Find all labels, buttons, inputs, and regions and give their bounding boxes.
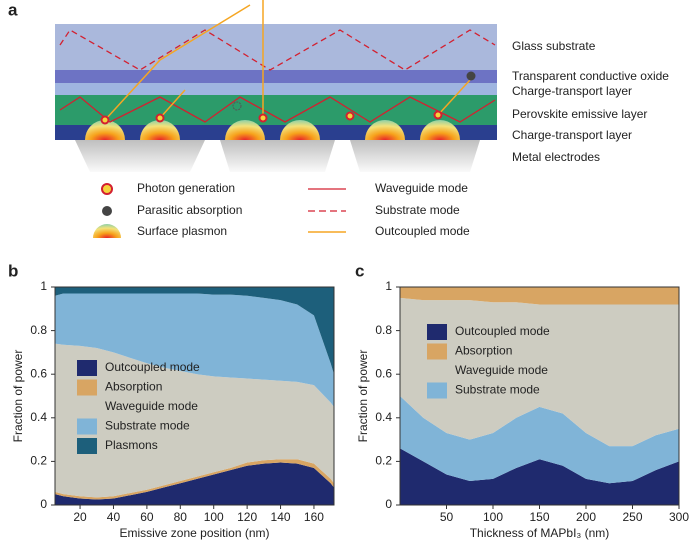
x-tick-label: 120: [237, 510, 257, 524]
legend-label: Absorption: [455, 344, 512, 358]
layer-label: Perovskite emissive layer: [512, 107, 647, 121]
legend-swatch: [77, 418, 97, 435]
legend-swatch: [77, 360, 97, 376]
absorber: [466, 71, 476, 81]
layer-label: Transparent conductive oxide: [512, 69, 669, 83]
electrodes: [75, 140, 480, 172]
legend-label: Outcoupled mode: [455, 324, 550, 338]
x-tick-label: 150: [529, 510, 549, 524]
legend-swatch: [427, 343, 447, 360]
ctl-layer: [55, 83, 497, 95]
area: [55, 343, 334, 498]
x-tick-label: 300: [669, 510, 689, 524]
panel-label: c: [355, 261, 364, 280]
x-tick-label: 50: [440, 510, 454, 524]
y-tick-label: 0.8: [375, 323, 392, 337]
legend-label: Outcoupled mode: [105, 360, 200, 374]
y-axis-label: Fraction of power: [356, 350, 370, 443]
legend-swatch: [427, 363, 447, 379]
device-diagram: [55, 0, 497, 172]
diagram-legend: Photon generation Parasitic absorption S…: [93, 181, 470, 238]
legend-text: Substrate mode: [375, 203, 460, 217]
tco-layer: [55, 70, 497, 83]
legend-label: Absorption: [105, 380, 162, 394]
legend-text: Parasitic absorption: [137, 203, 242, 217]
legend-label: Waveguide mode: [105, 399, 198, 413]
legend-text: Surface plasmon: [137, 224, 227, 238]
legend-swatch: [77, 438, 97, 454]
layer-labels: Glass substrate Transparent conductive o…: [512, 39, 669, 164]
layer-label: Metal electrodes: [512, 150, 600, 164]
panel-label: b: [8, 261, 18, 280]
legend-icon: [102, 206, 112, 216]
y-tick-label: 0: [40, 497, 47, 511]
y-axis-label: Fraction of power: [11, 350, 25, 443]
area: [55, 459, 334, 500]
y-tick-label: 1: [385, 279, 392, 293]
emitters: [100, 110, 443, 125]
y-tick-label: 0.4: [30, 410, 47, 424]
x-tick-label: 60: [140, 510, 154, 524]
legend-icon: [93, 224, 121, 238]
legend-swatch: [77, 379, 97, 396]
y-tick-label: 0.8: [30, 323, 47, 337]
area: [400, 297, 679, 447]
x-tick-label: 200: [576, 510, 596, 524]
panel-label: a: [8, 0, 18, 19]
area: [55, 287, 334, 375]
perovskite-layer: [55, 95, 497, 125]
y-tick-label: 0.6: [30, 366, 47, 380]
legend-label: Plasmons: [105, 438, 158, 452]
y-tick-label: 0.2: [30, 454, 47, 468]
layer-label: Glass substrate: [512, 39, 596, 53]
area: [400, 287, 679, 305]
area: [55, 462, 334, 505]
substrate-mode-path: [59, 29, 496, 71]
y-tick-label: 0.6: [375, 366, 392, 380]
legend-label: Waveguide mode: [455, 363, 548, 377]
x-tick-label: 160: [304, 510, 324, 524]
layer-label: Charge-transport layer: [512, 84, 632, 98]
x-tick-label: 100: [483, 510, 503, 524]
x-tick-label: 80: [174, 510, 188, 524]
area: [400, 448, 679, 505]
y-tick-label: 0: [385, 497, 392, 511]
legend-icon: [101, 183, 113, 195]
legend-swatch: [77, 399, 97, 415]
outcoupled-path: [104, 0, 471, 121]
x-tick-label: 100: [204, 510, 224, 524]
legend-label: Substrate mode: [105, 419, 190, 433]
area: [400, 396, 679, 484]
x-tick-label: 250: [622, 510, 642, 524]
legend-text: Photon generation: [137, 181, 235, 195]
legend-swatch: [427, 324, 447, 340]
y-tick-label: 0.2: [375, 454, 392, 468]
x-axis-label: Emissive zone position (nm): [119, 526, 269, 540]
layer-label: Charge-transport layer: [512, 128, 632, 142]
x-tick-label: 40: [107, 510, 121, 524]
legend-label: Substrate mode: [455, 383, 540, 397]
x-tick-label: 20: [73, 510, 87, 524]
y-tick-label: 1: [40, 279, 47, 293]
legend-swatch: [427, 382, 447, 399]
y-tick-label: 0.4: [375, 410, 392, 424]
area: [55, 293, 334, 407]
legend-text: Waveguide mode: [375, 181, 468, 195]
plot-frame: [54, 286, 335, 506]
legend-text: Outcoupled mode: [375, 224, 470, 238]
glass-layer: [55, 24, 497, 70]
x-tick-label: 140: [271, 510, 291, 524]
plasmons: [85, 120, 460, 140]
x-axis-label: Thickness of MAPbI₃ (nm): [470, 526, 610, 540]
absorber: [232, 101, 242, 111]
